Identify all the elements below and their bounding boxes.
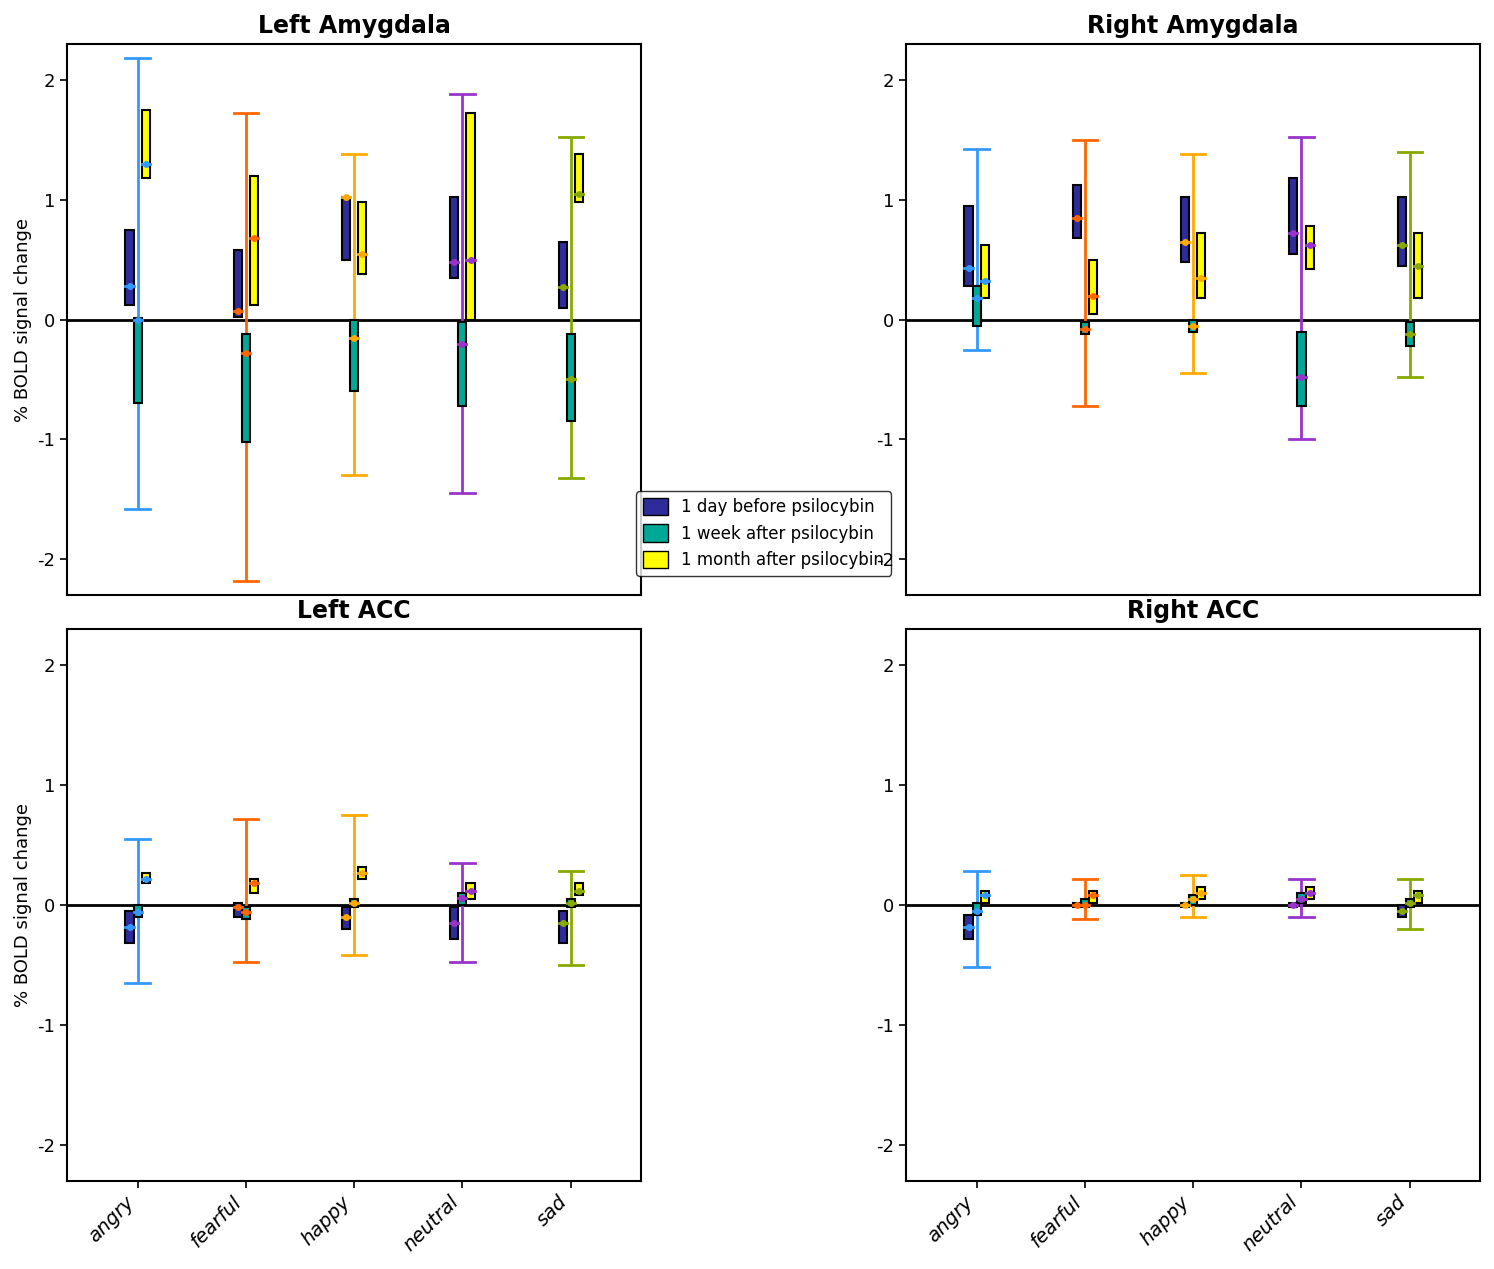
Bar — [350, 898, 359, 907]
Bar — [1297, 331, 1306, 406]
Bar — [1406, 322, 1413, 346]
Bar — [1080, 322, 1089, 334]
Bar — [359, 867, 366, 878]
Y-axis label: % BOLD signal change: % BOLD signal change — [13, 217, 31, 421]
Bar — [1089, 260, 1097, 313]
Bar — [1089, 891, 1097, 902]
Bar — [1297, 893, 1306, 902]
Bar — [566, 334, 575, 421]
Bar — [249, 878, 258, 893]
Bar — [466, 113, 475, 320]
Bar — [1182, 902, 1189, 907]
Bar — [973, 902, 980, 915]
Bar — [566, 898, 575, 907]
Bar — [1289, 902, 1297, 907]
Bar — [965, 206, 973, 286]
Bar — [133, 905, 142, 917]
Bar — [980, 891, 989, 902]
Bar — [125, 911, 133, 943]
Bar — [1073, 902, 1080, 907]
Bar — [965, 915, 973, 939]
Title: Left ACC: Left ACC — [297, 599, 411, 623]
Title: Right Amygdala: Right Amygdala — [1088, 14, 1298, 38]
Bar — [559, 911, 566, 943]
Bar — [342, 907, 350, 929]
Bar — [459, 322, 466, 406]
Bar — [980, 245, 989, 298]
Bar — [342, 198, 350, 260]
Bar — [450, 198, 459, 278]
Bar — [459, 893, 466, 905]
Bar — [233, 902, 242, 917]
Bar — [242, 907, 249, 919]
Bar — [1073, 185, 1080, 239]
Bar — [142, 873, 149, 883]
Bar — [1413, 233, 1422, 298]
Bar — [466, 883, 475, 898]
Y-axis label: % BOLD signal change: % BOLD signal change — [13, 803, 31, 1008]
Bar — [1080, 898, 1089, 907]
Bar — [142, 110, 149, 178]
Bar — [133, 319, 142, 404]
Bar — [350, 320, 359, 391]
Bar — [249, 176, 258, 305]
Bar — [1397, 198, 1406, 265]
Bar — [1197, 233, 1206, 298]
Bar — [973, 286, 980, 326]
Bar — [1306, 887, 1313, 898]
Bar — [233, 250, 242, 317]
Title: Right ACC: Right ACC — [1126, 599, 1259, 623]
Bar — [1189, 320, 1197, 331]
Bar — [1397, 905, 1406, 917]
Bar — [575, 155, 583, 202]
Bar — [1406, 898, 1413, 907]
Bar — [450, 907, 459, 939]
Bar — [125, 230, 133, 305]
Bar — [1182, 198, 1189, 263]
Bar — [359, 202, 366, 274]
Title: Left Amygdala: Left Amygdala — [258, 14, 451, 38]
Legend: 1 day before psilocybin, 1 week after psilocybin, 1 month after psilocybin: 1 day before psilocybin, 1 week after ps… — [636, 491, 890, 576]
Bar — [1197, 887, 1206, 898]
Bar — [559, 241, 566, 307]
Bar — [575, 883, 583, 896]
Bar — [1189, 896, 1197, 905]
Bar — [1289, 178, 1297, 254]
Bar — [1306, 226, 1313, 269]
Bar — [242, 334, 249, 442]
Bar — [1413, 891, 1422, 902]
